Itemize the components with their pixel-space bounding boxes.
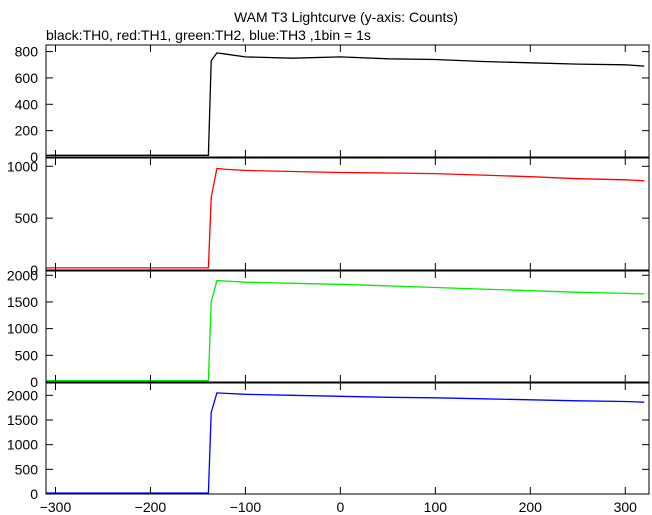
y-tick-label: 1000 [7,437,38,453]
y-tick-label: 600 [15,70,39,86]
panel-frame [45,157,650,271]
y-tick-label: 0 [30,262,38,278]
x-tick-label: −200 [135,499,167,515]
chart-title: WAM T3 Lightcurve (y-axis: Counts) [233,9,459,25]
y-tick-label: 500 [15,347,39,363]
panel-th2: 0 500 1000 1500 2000 [7,267,650,390]
y-tick-label: 1000 [7,158,38,174]
y-tick-label: 2000 [7,267,38,283]
y-tick-label: 500 [15,210,39,226]
x-tick-label: −300 [40,499,72,515]
series-line-th1 [46,167,645,269]
panel-th1: 0 500 1000 [7,157,650,278]
series-line-th2 [46,279,645,382]
y-tick-label: 400 [15,96,39,112]
series-line-th3 [46,392,645,494]
y-tick-label: 0 [30,149,38,165]
x-tick-label: −100 [230,499,262,515]
x-tick-label: 100 [424,499,448,515]
x-tick-label: 300 [614,499,638,515]
x-tick-label: 200 [519,499,543,515]
panel-frame [45,382,650,495]
panel-th3: 0 500 1000 1500 2000 [7,382,650,502]
panel-frame [45,270,650,383]
panel-th0: 0 200 400 600 800 [15,44,650,165]
y-tick-label: 2000 [7,387,38,403]
series-line-th0 [46,52,645,156]
y-tick-label: 1000 [7,321,38,337]
y-tick-label: 1500 [7,412,38,428]
y-tick-label: 1500 [7,294,38,310]
panel-frame [45,44,650,158]
y-tick-label: 800 [15,44,39,60]
x-tick-label: 0 [336,499,344,515]
y-tick-label: 200 [15,123,39,139]
y-tick-label: 0 [30,486,38,502]
y-tick-label: 0 [30,374,38,390]
chart-subtitle: black:TH0, red:TH1, green:TH2, blue:TH3 … [46,27,371,43]
y-tick-label: 500 [15,461,39,477]
